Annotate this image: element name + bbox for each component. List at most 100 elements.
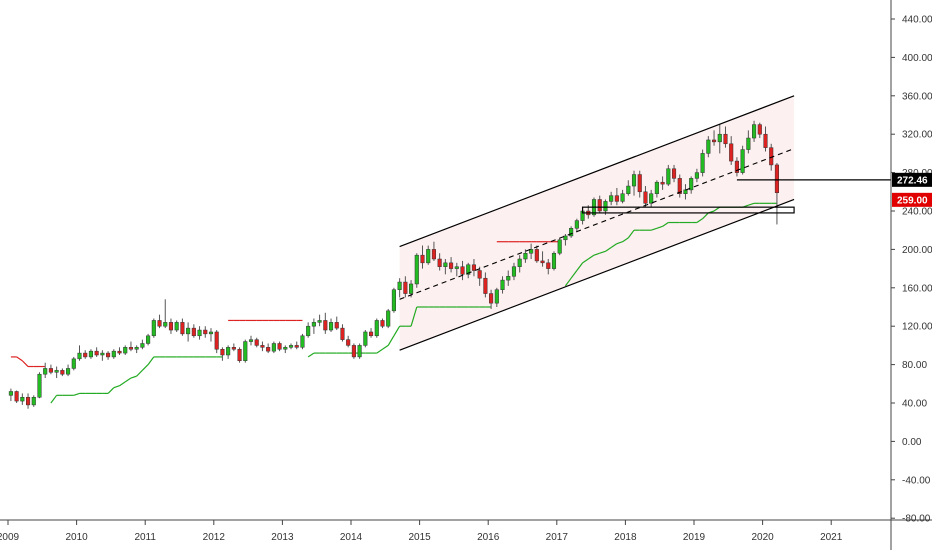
candle bbox=[460, 260, 465, 281]
x-tick-label: 2020 bbox=[751, 532, 774, 543]
candle-body bbox=[288, 345, 294, 348]
candle-body bbox=[151, 320, 156, 337]
candle bbox=[437, 253, 442, 271]
candle bbox=[380, 318, 385, 329]
candle bbox=[774, 163, 779, 225]
candle bbox=[128, 341, 133, 352]
price-tag-bg bbox=[892, 172, 932, 187]
candle bbox=[186, 322, 191, 342]
x-tick-label: 2010 bbox=[65, 532, 88, 543]
candle-body bbox=[294, 345, 299, 348]
candle-body bbox=[506, 276, 511, 281]
candle bbox=[214, 330, 219, 354]
candle bbox=[563, 234, 568, 246]
supertrend-segment bbox=[113, 385, 120, 389]
candle-body bbox=[369, 331, 374, 337]
y-tick-label: 320.00 bbox=[902, 130, 932, 141]
supertrend-segment bbox=[387, 335, 395, 346]
candle-body bbox=[106, 352, 111, 358]
price-tags: 272.46 259.00 bbox=[892, 172, 932, 207]
candle bbox=[237, 347, 242, 363]
candle bbox=[134, 345, 139, 354]
candle-body bbox=[83, 352, 88, 358]
candle-body bbox=[48, 368, 53, 373]
candle bbox=[357, 343, 362, 359]
candle bbox=[277, 341, 282, 352]
candle-body bbox=[306, 325, 311, 337]
candle bbox=[414, 253, 419, 288]
candle bbox=[386, 308, 391, 329]
supertrend-segment bbox=[382, 344, 389, 350]
candle bbox=[740, 145, 745, 175]
candle-body bbox=[117, 350, 122, 354]
candle bbox=[306, 322, 311, 338]
supertrend-segment bbox=[696, 218, 703, 224]
candle bbox=[317, 314, 322, 327]
candle bbox=[66, 364, 71, 377]
channel-fill-layer bbox=[399, 95, 795, 351]
candle-body bbox=[551, 252, 557, 269]
candle bbox=[220, 347, 225, 361]
candle bbox=[111, 349, 116, 359]
candle bbox=[54, 366, 59, 379]
supertrend-segment bbox=[748, 202, 755, 206]
candle bbox=[511, 262, 517, 281]
x-axis: 2009 2010 2011 2012 2013 2014 2015 2016 2017 2018… bbox=[0, 520, 843, 543]
y-tick-label: 240.00 bbox=[902, 207, 932, 218]
candle bbox=[471, 259, 476, 277]
candle bbox=[597, 195, 602, 213]
x-tick-label: 2017 bbox=[546, 532, 569, 543]
candle bbox=[369, 328, 374, 338]
supertrend-segment bbox=[610, 243, 618, 248]
candle bbox=[752, 120, 757, 142]
candle-body bbox=[569, 228, 574, 237]
supertrend-segment bbox=[616, 241, 623, 245]
candle bbox=[14, 390, 19, 403]
candle-body bbox=[260, 345, 265, 348]
candle-body bbox=[534, 249, 539, 262]
candle-body bbox=[431, 249, 436, 260]
candle-body bbox=[614, 195, 619, 202]
candle bbox=[689, 176, 694, 194]
candle-body bbox=[597, 199, 602, 212]
candle bbox=[574, 218, 579, 233]
candle-body bbox=[466, 264, 471, 275]
candle bbox=[374, 318, 379, 338]
candle bbox=[391, 287, 396, 313]
supertrend-segment bbox=[141, 364, 149, 371]
candle bbox=[363, 330, 368, 348]
candle-body bbox=[460, 266, 465, 275]
candle-body bbox=[66, 368, 71, 375]
candle-body bbox=[449, 262, 454, 269]
candle-body bbox=[511, 266, 517, 277]
support-zone-box bbox=[581, 206, 795, 214]
supertrend-segment bbox=[119, 381, 126, 387]
candle bbox=[271, 341, 276, 354]
candle bbox=[489, 289, 494, 309]
candle bbox=[266, 343, 271, 354]
x-tick-label: 2021 bbox=[820, 532, 843, 543]
candle-body bbox=[208, 331, 214, 335]
x-tick-label: 2018 bbox=[614, 532, 637, 543]
candle bbox=[254, 337, 259, 348]
candle-body bbox=[111, 350, 116, 358]
candle bbox=[83, 350, 88, 359]
supertrend-segment bbox=[650, 227, 658, 231]
price-tag-bg bbox=[892, 192, 932, 207]
candle-body bbox=[71, 358, 76, 369]
candle-body bbox=[666, 168, 671, 185]
candle bbox=[454, 262, 459, 277]
candle bbox=[328, 318, 334, 332]
candle-body bbox=[454, 266, 459, 269]
candle bbox=[569, 226, 574, 238]
candle bbox=[94, 347, 99, 357]
supertrend-segment bbox=[147, 356, 155, 365]
candle-body bbox=[357, 345, 362, 358]
candle-body bbox=[31, 396, 36, 406]
candle-body bbox=[706, 139, 711, 154]
x-tick-label: 2009 bbox=[0, 532, 20, 543]
candle bbox=[426, 245, 431, 265]
candle bbox=[746, 130, 751, 154]
candle bbox=[403, 276, 408, 298]
x-tick-label: 2012 bbox=[203, 532, 226, 543]
